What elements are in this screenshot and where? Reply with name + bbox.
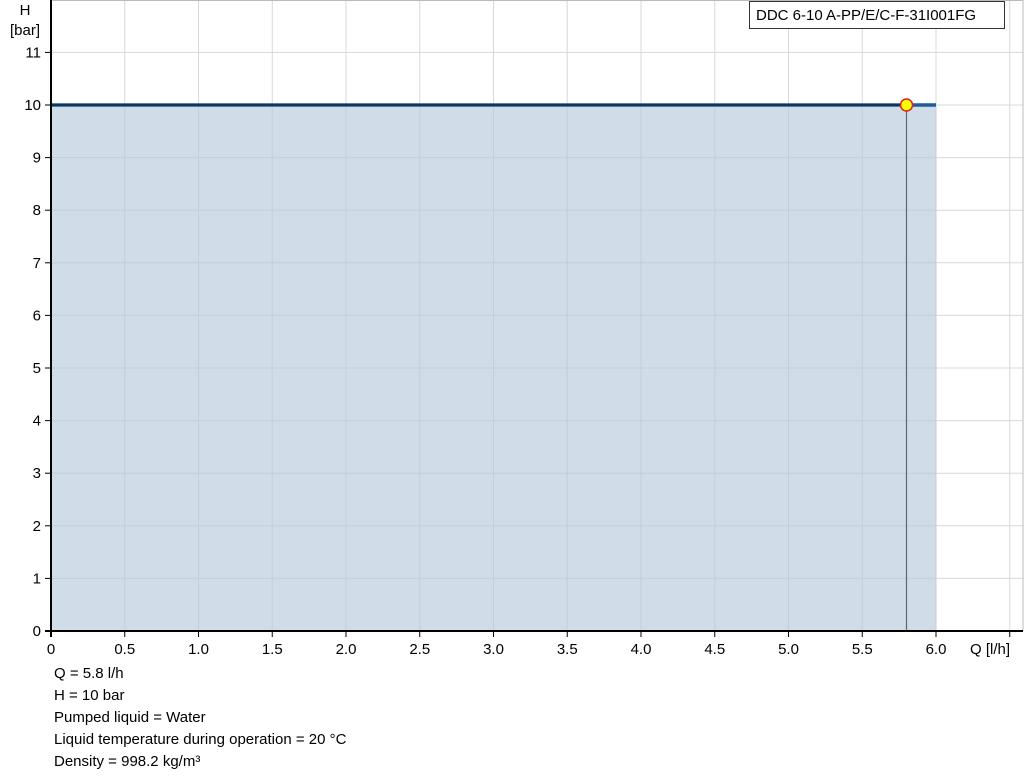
info-liquid: Pumped liquid = Water (54, 709, 206, 726)
x-tick-label: 0 (47, 641, 55, 658)
info-temperature: Liquid temperature during operation = 20… (54, 731, 347, 748)
x-tick-label: 2.0 (336, 641, 357, 658)
x-tick-label: 3.0 (483, 641, 504, 658)
x-tick-label: 4.0 (631, 641, 652, 658)
pump-curve-chart: 0 0.5 1.0 1.5 2.0 2.5 3.0 3.5 4.0 4.5 5.0 5.5 6.0 0 1 2… (10, 0, 1024, 658)
x-tick-label: 5.5 (852, 641, 873, 658)
legend-label: DDC 6-10 A-PP/E/C-F-31I001FG (749, 1, 1005, 29)
y-tick-label: 11 (25, 44, 41, 61)
x-tick-label: 0.5 (114, 641, 135, 658)
y-tick-label: 4 (33, 413, 41, 430)
x-tick-label: 1.0 (188, 641, 209, 658)
y-tick-label: 7 (33, 255, 41, 272)
x-tick-label: 6.0 (926, 641, 947, 658)
x-tick-label: 3.5 (557, 641, 578, 658)
y-tick-label: 2 (33, 518, 41, 535)
x-tick-label: 2.5 (409, 641, 430, 658)
info-flow: Q = 5.8 l/h (54, 665, 124, 682)
y-axis-label: H (20, 2, 31, 19)
y-tick-label: 3 (33, 465, 41, 482)
x-axis-label: Q [l/h] (970, 641, 1010, 658)
y-tick-label: 10 (24, 97, 41, 114)
x-tick-label: 4.5 (704, 641, 725, 658)
info-density: Density = 998.2 kg/m³ (54, 753, 201, 770)
y-axis-unit: [bar] (10, 22, 40, 39)
x-tick-label: 1.5 (262, 641, 283, 658)
y-tick-label: 1 (33, 570, 41, 587)
operating-info: Q = 5.8 l/h H = 10 bar Pumped liquid = W… (54, 663, 346, 773)
x-tick-label: 5.0 (778, 641, 799, 658)
y-tick-label: 8 (33, 202, 41, 219)
y-tick-label: 9 (33, 150, 41, 167)
y-tick-label: 6 (33, 307, 41, 324)
info-head: H = 10 bar (54, 687, 125, 704)
y-tick-label: 5 (33, 360, 41, 377)
y-tick-label: 0 (33, 623, 41, 640)
operating-point-marker (899, 98, 914, 112)
